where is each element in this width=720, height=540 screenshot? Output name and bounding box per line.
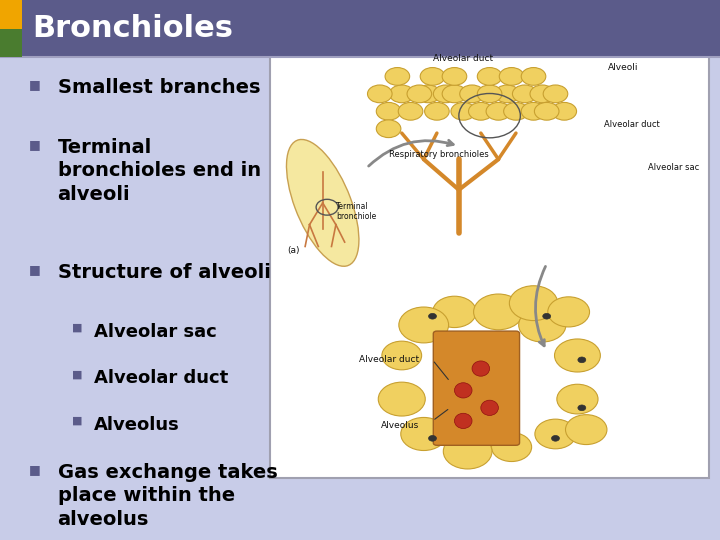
Circle shape — [565, 415, 607, 444]
Circle shape — [543, 85, 568, 103]
Text: Alveolar sac: Alveolar sac — [94, 322, 216, 341]
Circle shape — [398, 103, 423, 120]
FancyBboxPatch shape — [0, 0, 720, 57]
Text: ■: ■ — [29, 263, 40, 276]
Text: Gas exchange takes
place within the
alveolus: Gas exchange takes place within the alve… — [58, 463, 277, 529]
Circle shape — [377, 120, 401, 138]
Circle shape — [535, 419, 576, 449]
Circle shape — [451, 103, 475, 120]
Text: Terminal
bronchioles end in
alveoli: Terminal bronchioles end in alveoli — [58, 138, 261, 204]
Circle shape — [474, 294, 523, 330]
Circle shape — [477, 68, 502, 85]
Text: Bronchioles: Bronchioles — [32, 14, 233, 43]
Text: ■: ■ — [29, 138, 40, 151]
Circle shape — [492, 433, 531, 462]
Text: Alveolar duct: Alveolar duct — [604, 120, 660, 129]
Circle shape — [477, 85, 502, 103]
Circle shape — [552, 103, 577, 120]
Circle shape — [548, 297, 590, 327]
Circle shape — [460, 85, 485, 103]
Text: ■: ■ — [29, 78, 40, 91]
Circle shape — [513, 85, 537, 103]
Circle shape — [401, 417, 446, 450]
Text: Respiratory bronchioles: Respiratory bronchioles — [389, 151, 488, 159]
Circle shape — [385, 68, 410, 85]
Text: ■: ■ — [72, 322, 83, 333]
Ellipse shape — [454, 383, 472, 398]
Circle shape — [534, 103, 559, 120]
Circle shape — [433, 85, 458, 103]
Circle shape — [499, 68, 524, 85]
Circle shape — [552, 435, 559, 441]
Circle shape — [521, 103, 546, 120]
Circle shape — [543, 313, 551, 319]
Text: Alveoli: Alveoli — [608, 63, 639, 72]
Text: Alveolar duct: Alveolar duct — [94, 369, 228, 387]
Circle shape — [399, 307, 449, 343]
Circle shape — [444, 434, 492, 469]
Circle shape — [509, 286, 558, 321]
Text: Alveolar sac: Alveolar sac — [648, 164, 699, 172]
Text: Alveolus: Alveolus — [381, 421, 419, 430]
Text: Alveolar duct: Alveolar duct — [433, 55, 493, 64]
Circle shape — [378, 382, 426, 416]
Text: ■: ■ — [29, 463, 40, 476]
Circle shape — [486, 103, 510, 120]
Circle shape — [557, 384, 598, 414]
Circle shape — [367, 85, 392, 103]
FancyBboxPatch shape — [433, 331, 520, 445]
Circle shape — [382, 341, 422, 370]
Text: ■: ■ — [72, 369, 83, 379]
Ellipse shape — [481, 400, 498, 415]
Text: Terminal
bronchiole: Terminal bronchiole — [336, 202, 376, 221]
Circle shape — [530, 85, 554, 103]
Text: ■: ■ — [72, 416, 83, 426]
FancyBboxPatch shape — [0, 0, 22, 29]
Circle shape — [518, 308, 566, 342]
Ellipse shape — [287, 139, 359, 266]
Circle shape — [578, 357, 586, 363]
Circle shape — [390, 85, 414, 103]
FancyBboxPatch shape — [270, 42, 709, 477]
Text: (a): (a) — [287, 246, 300, 255]
Circle shape — [521, 68, 546, 85]
Ellipse shape — [454, 413, 472, 429]
Ellipse shape — [472, 361, 490, 376]
Circle shape — [504, 103, 528, 120]
Circle shape — [425, 103, 449, 120]
Circle shape — [469, 103, 493, 120]
Circle shape — [377, 103, 401, 120]
Circle shape — [442, 68, 467, 85]
Circle shape — [433, 296, 476, 328]
FancyBboxPatch shape — [0, 29, 22, 57]
Text: Structure of alveoli: Structure of alveoli — [58, 263, 271, 282]
Circle shape — [554, 339, 600, 372]
Circle shape — [578, 405, 586, 410]
Circle shape — [442, 85, 467, 103]
Circle shape — [495, 85, 519, 103]
Text: Alveolus: Alveolus — [94, 416, 179, 434]
Circle shape — [428, 313, 436, 319]
Text: Alveolar duct: Alveolar duct — [359, 355, 419, 364]
Circle shape — [420, 68, 445, 85]
Text: Smallest branches: Smallest branches — [58, 78, 260, 97]
Circle shape — [416, 85, 441, 103]
Circle shape — [407, 85, 431, 103]
Circle shape — [428, 435, 436, 441]
